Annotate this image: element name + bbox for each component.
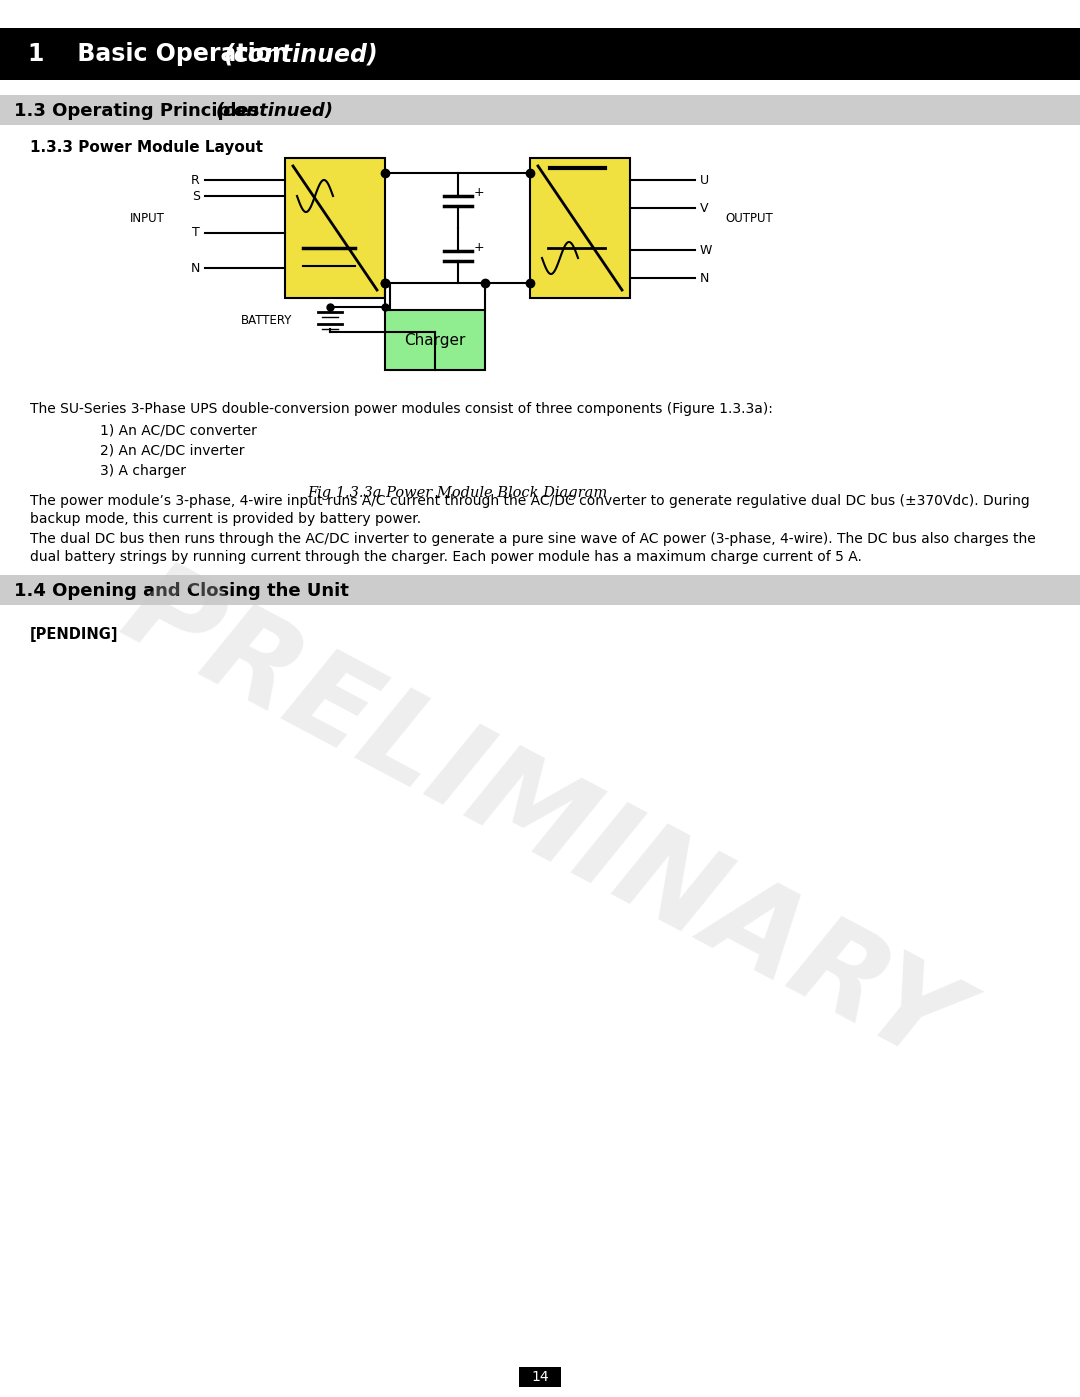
- Text: PRELIMINARY: PRELIMINARY: [104, 550, 976, 1090]
- Text: backup mode, this current is provided by battery power.: backup mode, this current is provided by…: [30, 511, 421, 527]
- Bar: [530, 158, 630, 298]
- Text: 1) An AC/DC converter: 1) An AC/DC converter: [100, 425, 257, 439]
- Text: The SU-Series 3-Phase UPS double-conversion power modules consist of three compo: The SU-Series 3-Phase UPS double-convers…: [30, 402, 773, 416]
- Bar: [519, 1368, 561, 1387]
- Text: Fig 1.3.3a Power Module Block Diagram: Fig 1.3.3a Power Module Block Diagram: [308, 486, 608, 500]
- Text: (continued): (continued): [222, 42, 378, 67]
- Text: W: W: [700, 243, 713, 257]
- Bar: [0, 95, 1080, 124]
- Text: N: N: [191, 261, 200, 274]
- Text: T: T: [192, 226, 200, 239]
- Text: V: V: [700, 201, 708, 215]
- Text: BATTERY: BATTERY: [241, 313, 292, 327]
- Text: [PENDING]: [PENDING]: [30, 627, 119, 643]
- Text: +: +: [473, 242, 484, 254]
- Bar: [384, 310, 485, 370]
- Text: The power module’s 3-phase, 4-wire input runs A/C current through the AC/DC conv: The power module’s 3-phase, 4-wire input…: [30, 495, 1029, 509]
- Text: 1.4 Opening and Closing the Unit: 1.4 Opening and Closing the Unit: [14, 581, 349, 599]
- Text: dual battery strings by running current through the charger. Each power module h: dual battery strings by running current …: [30, 550, 862, 564]
- Text: OUTPUT: OUTPUT: [725, 211, 773, 225]
- Text: U: U: [700, 173, 710, 187]
- Text: N: N: [700, 271, 710, 285]
- Text: 3) A charger: 3) A charger: [100, 464, 186, 478]
- Text: S: S: [192, 190, 200, 203]
- Bar: [285, 158, 384, 298]
- Text: 14: 14: [531, 1370, 549, 1384]
- Text: Charger: Charger: [404, 332, 465, 348]
- Text: R: R: [191, 173, 200, 187]
- Text: 2) An AC/DC inverter: 2) An AC/DC inverter: [100, 444, 244, 458]
- Text: 1    Basic Operation: 1 Basic Operation: [28, 42, 297, 67]
- Text: 1.3 Operating Principles: 1.3 Operating Principles: [14, 102, 266, 120]
- Text: The dual DC bus then runs through the AC/DC inverter to generate a pure sine wav: The dual DC bus then runs through the AC…: [30, 532, 1036, 546]
- Text: INPUT: INPUT: [130, 211, 165, 225]
- Text: +: +: [473, 186, 484, 198]
- Bar: [0, 576, 1080, 605]
- Bar: [0, 28, 1080, 80]
- Text: (continued): (continued): [216, 102, 334, 120]
- Text: 1.3.3 Power Module Layout: 1.3.3 Power Module Layout: [30, 140, 264, 155]
